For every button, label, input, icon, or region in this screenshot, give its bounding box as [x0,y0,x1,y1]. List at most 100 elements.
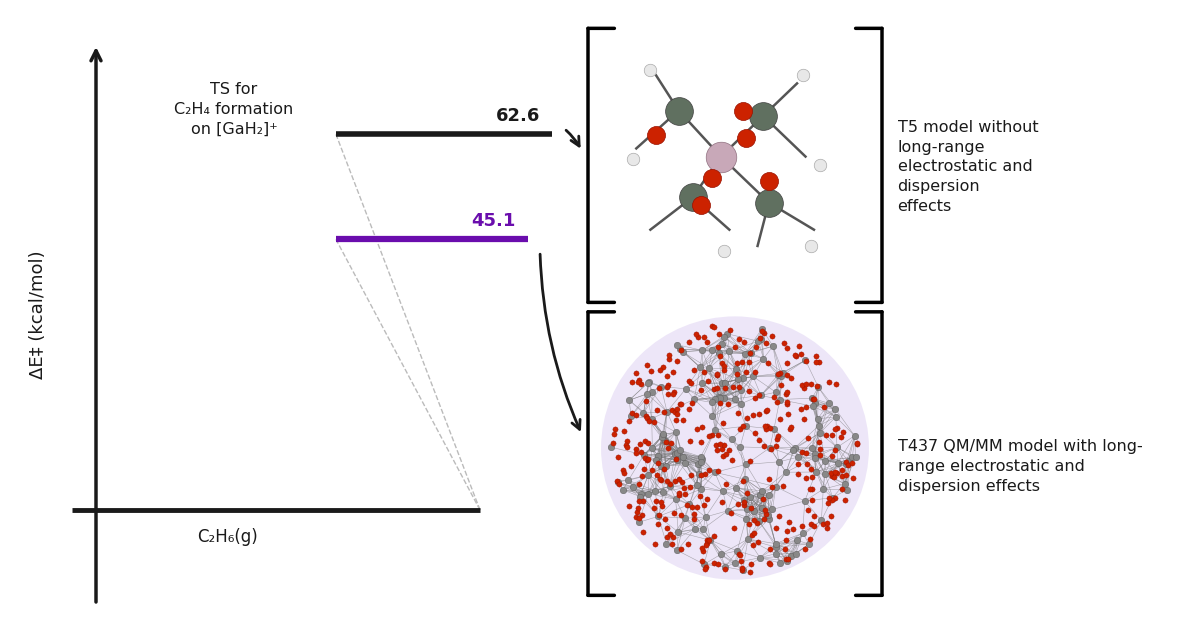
Point [802,518,821,529]
Point [631,447,650,457]
Point [710,352,730,362]
Point [656,437,676,447]
Point [763,505,782,515]
Point [720,445,739,455]
Point [629,496,648,506]
Point [713,339,732,349]
Point [826,493,845,503]
Point [605,428,624,438]
Point [632,471,652,481]
Point [695,332,714,342]
Point [638,438,658,448]
Point [642,413,661,423]
Point [654,430,673,440]
Point [732,357,751,367]
Point [736,348,755,358]
Point [778,410,797,420]
Point [673,452,692,462]
Point [700,431,719,441]
Point [786,352,805,362]
Point [697,494,716,504]
Point [820,377,839,387]
Point [770,558,790,568]
Point [636,396,655,406]
Point [732,399,751,409]
Point [710,398,730,408]
Point [786,549,805,559]
Point [712,497,731,507]
Point [745,515,764,525]
Point [822,467,841,478]
Point [838,484,857,495]
Point [704,322,724,332]
Point [700,535,719,545]
Point [667,448,686,458]
Point [605,424,624,434]
Point [684,365,703,375]
Point [781,422,800,432]
Point [629,377,648,387]
Point [727,369,746,379]
Point [668,409,688,419]
Point [630,491,649,501]
Point [666,427,685,437]
Point [680,436,700,446]
Point [847,439,866,449]
Point [797,379,816,389]
Point [768,397,787,407]
Point [728,549,748,559]
Point [715,392,734,403]
Point [844,472,863,483]
Point [836,457,856,467]
Point [715,383,734,393]
Point [706,467,725,478]
Point [734,500,754,510]
Point [716,562,736,572]
Point [842,452,862,462]
Point [805,452,824,462]
Point [649,512,668,522]
Point [739,519,758,529]
Point [696,512,715,522]
Point [702,430,721,440]
Point [827,442,846,452]
Point [626,512,646,522]
Point [691,385,710,395]
Point [751,490,770,500]
Point [637,413,656,423]
Point [685,524,704,534]
Text: TS for
C₂H₄ formation
on [GaH₂]⁺: TS for C₂H₄ formation on [GaH₂]⁺ [174,82,294,137]
Point [836,470,856,480]
Point [691,457,710,467]
Point [637,360,656,370]
Point [622,411,641,421]
Point [766,539,785,549]
Point [652,382,671,392]
Point [778,343,797,353]
Point [655,436,674,446]
Point [816,469,835,479]
Point [634,496,653,506]
Point [730,334,749,344]
Point [836,459,856,469]
Point [784,524,803,534]
Point [786,442,805,452]
Point [734,497,754,507]
Point [682,377,701,387]
Point [708,445,727,455]
Point [716,449,736,459]
Point [648,518,667,529]
Point [827,468,846,478]
Point [638,454,658,464]
Point [818,493,838,503]
Point [744,410,763,420]
Point [626,410,646,420]
Point [737,488,756,498]
Point [793,447,812,457]
Point [650,474,670,484]
Point [703,345,722,355]
Point [667,404,686,415]
Point [642,387,661,397]
Point [629,479,648,490]
Point [626,448,646,458]
